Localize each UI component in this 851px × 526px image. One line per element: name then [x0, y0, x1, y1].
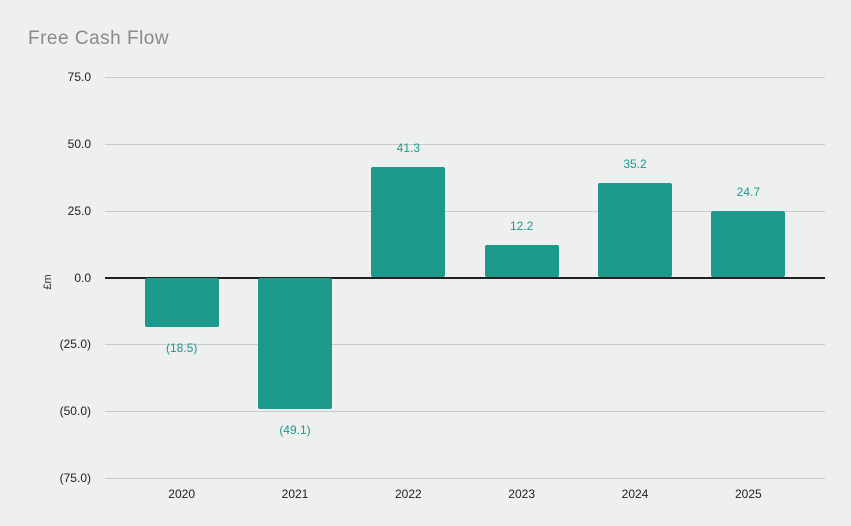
bar-2024	[598, 183, 672, 278]
x-tick-label-2022: 2022	[394, 487, 422, 501]
gridline	[105, 143, 825, 145]
bar-2021	[258, 277, 332, 409]
zero-axis-line	[105, 276, 825, 279]
gridline	[105, 77, 825, 78]
gridline	[105, 210, 825, 212]
gridline	[105, 344, 825, 346]
x-tick-label-2025: 2025	[734, 487, 762, 501]
y-tick-label: (50.0)	[59, 404, 91, 419]
y-tick-label: 0.0	[74, 270, 91, 285]
value-label-2020: (18.5)	[165, 340, 198, 355]
bar-2022	[371, 167, 446, 278]
y-axis-tick-labels: 75.0 50.0 25.0 0.0 (25.0) (50.0) (75.0)	[0, 70, 98, 485]
y-tick-label: (25.0)	[59, 337, 91, 352]
gridline	[105, 411, 825, 413]
y-tick-label: 25.0	[67, 203, 91, 218]
bar-2023	[484, 244, 559, 278]
x-tick-label-2020: 2020	[168, 487, 195, 501]
value-label-2025: 24.7	[736, 185, 760, 200]
x-tick-label-2023: 2023	[508, 487, 535, 501]
chart-title: Free Cash Flow	[28, 28, 170, 49]
value-label-2023: 12.2	[509, 218, 534, 233]
value-label-2021: (49.1)	[279, 422, 311, 437]
y-tick-label: 50.0	[67, 136, 91, 151]
bar-2020	[144, 277, 219, 327]
plot-area: (18.5) (49.1) 41.3 12.2 35.2 24.7	[105, 77, 825, 479]
gridline	[105, 478, 825, 479]
y-tick-label: 75.0	[67, 70, 91, 84]
value-label-2024: 35.2	[623, 157, 647, 172]
value-label-2022: 41.3	[396, 141, 420, 156]
bar-2025	[711, 211, 786, 278]
x-tick-label-2024: 2024	[621, 487, 649, 501]
x-tick-label-2021: 2021	[281, 487, 309, 501]
y-tick-label: (75.0)	[59, 471, 91, 485]
